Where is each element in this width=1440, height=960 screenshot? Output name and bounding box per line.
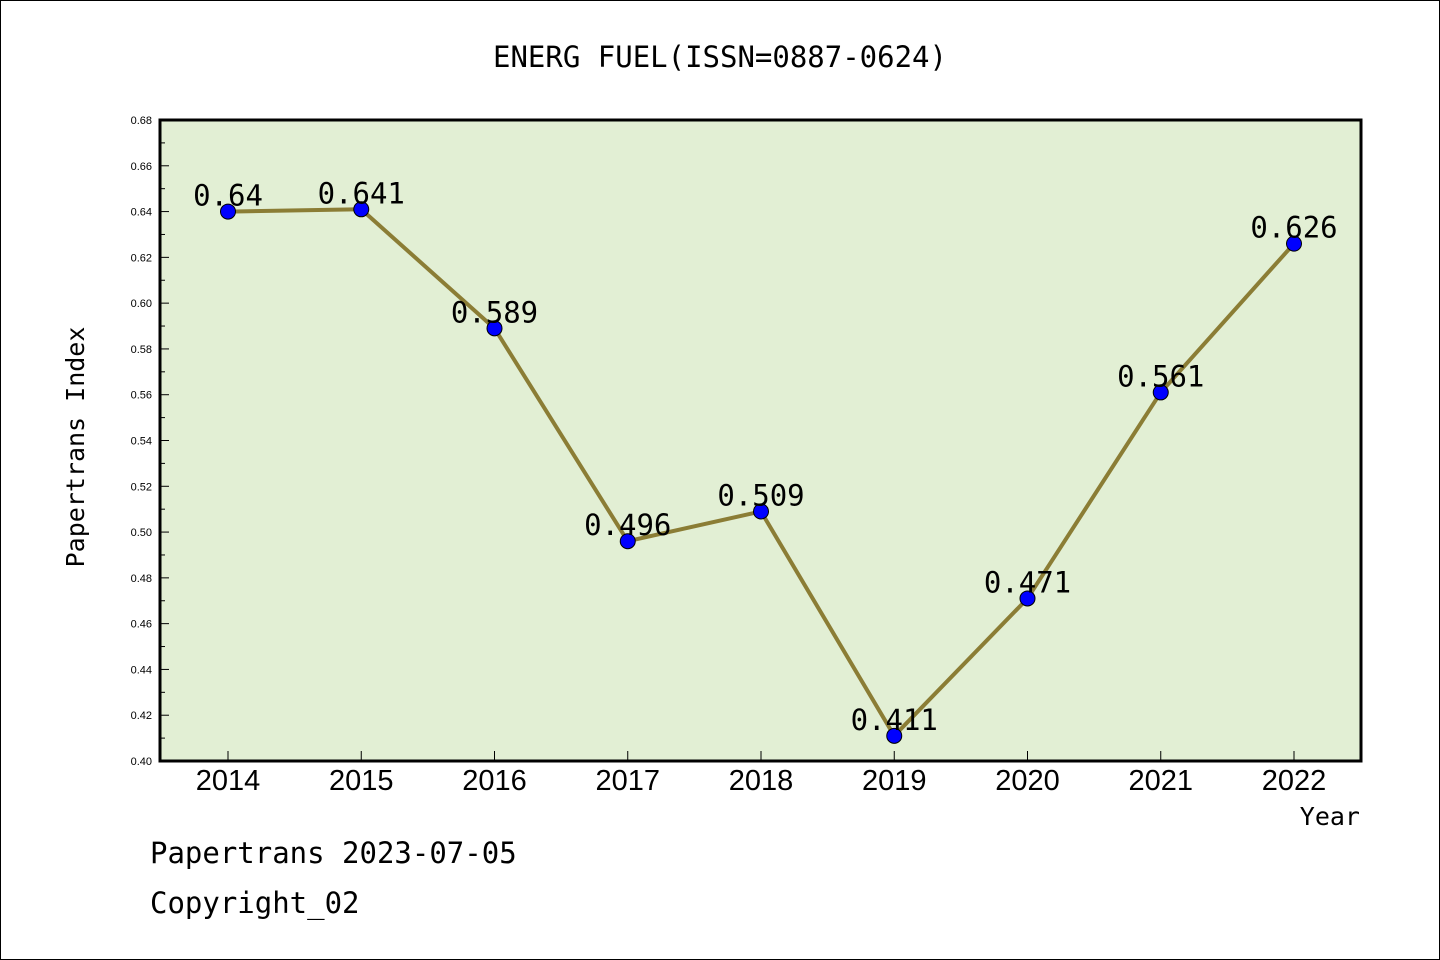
data-labels: 0.64 0.641 0.589 0.496 0.509 0.411 0.471 0.561 0… [193, 176, 1338, 737]
series-markers [220, 201, 1302, 744]
y-tick-label: 0.54 [131, 436, 152, 448]
data-point [1286, 235, 1302, 252]
data-point [353, 201, 370, 218]
x-tick-label: 2014 [196, 765, 261, 797]
y-tick-label: 0.64 [131, 207, 152, 219]
y-tick-label: 0.66 [131, 161, 152, 173]
plot-border [158, 118, 1363, 763]
data-point [486, 320, 503, 337]
data-label: 0.589 [451, 295, 538, 329]
footer-copyright: Copyright_02 [150, 886, 360, 920]
data-label: 0.561 [1117, 359, 1204, 393]
data-label: 0.471 [984, 565, 1071, 599]
y-tick-label: 0.58 [131, 344, 152, 356]
y-tick-label: 0.62 [131, 252, 152, 264]
x-tick-label: 2019 [862, 765, 927, 797]
data-label: 0.626 [1250, 211, 1337, 245]
x-tick-label: 2020 [995, 765, 1060, 797]
y-tick-label: 0.68 [131, 115, 152, 127]
data-label: 0.64 [193, 179, 263, 213]
data-point [1019, 590, 1036, 607]
data-label: 0.496 [584, 508, 671, 542]
y-tick-label: 0.60 [131, 298, 152, 310]
x-axis-label: Year [1300, 802, 1360, 831]
data-label: 0.509 [717, 478, 804, 512]
data-label: 0.411 [851, 703, 938, 737]
x-tick-label: 2021 [1128, 765, 1193, 797]
y-tick-label: 0.44 [131, 664, 152, 676]
data-point [619, 533, 636, 550]
y-tick-label: 0.52 [131, 481, 152, 493]
x-axis: 2014 2015 2016 2017 2018 2019 2020 2021 2022 [196, 751, 1327, 797]
y-tick-label: 0.50 [131, 527, 152, 539]
y-tick-label: 0.46 [131, 619, 152, 631]
data-point [1152, 384, 1169, 401]
data-label: 0.641 [318, 176, 405, 210]
y-tick-label: 0.42 [131, 710, 152, 722]
y-tick-label: 0.56 [131, 390, 152, 402]
x-tick-label: 2018 [729, 765, 794, 797]
x-tick-label: 2016 [462, 765, 527, 797]
y-tick-label: 0.48 [131, 573, 152, 585]
x-tick-label: 2015 [329, 765, 394, 797]
x-tick-label: 2017 [595, 765, 660, 797]
x-tick-label: 2022 [1262, 765, 1327, 797]
plot-area [160, 120, 1361, 761]
data-point [753, 503, 769, 520]
y-axis-label: Papertrans Index [61, 327, 90, 568]
footer-date: Papertrans 2023-07-05 [150, 836, 517, 870]
y-tick-label: 0.40 [131, 756, 152, 768]
data-point [886, 727, 903, 744]
data-point [220, 203, 236, 220]
chart-title: ENERG FUEL(ISSN=0887-0624) [493, 40, 947, 74]
